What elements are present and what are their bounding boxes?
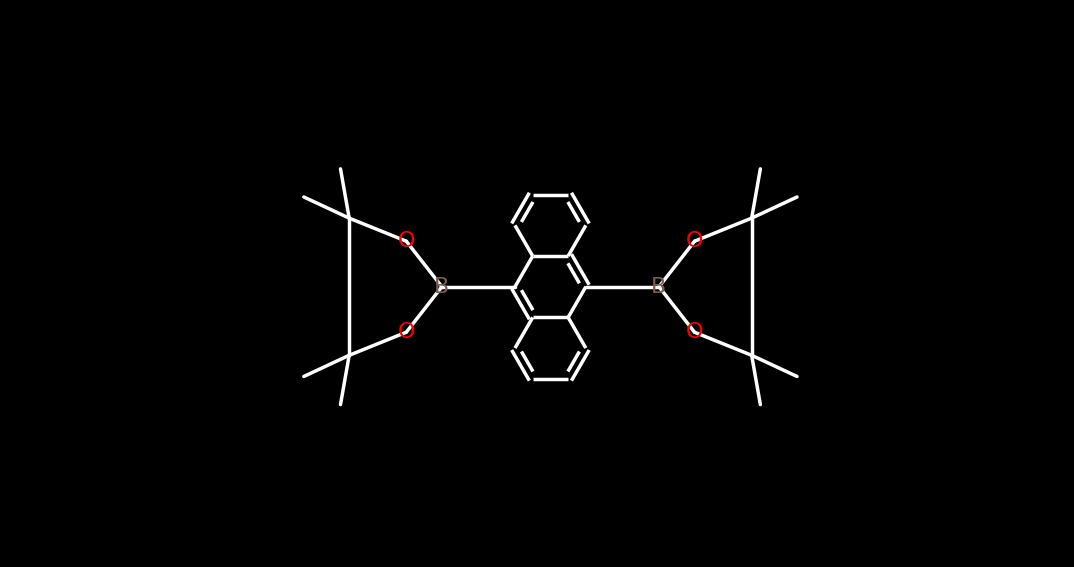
Text: O: O [397,231,415,251]
Text: B: B [434,277,450,297]
Text: B: B [651,277,667,297]
Text: O: O [397,322,415,342]
Text: O: O [686,322,703,342]
Text: O: O [686,231,703,251]
